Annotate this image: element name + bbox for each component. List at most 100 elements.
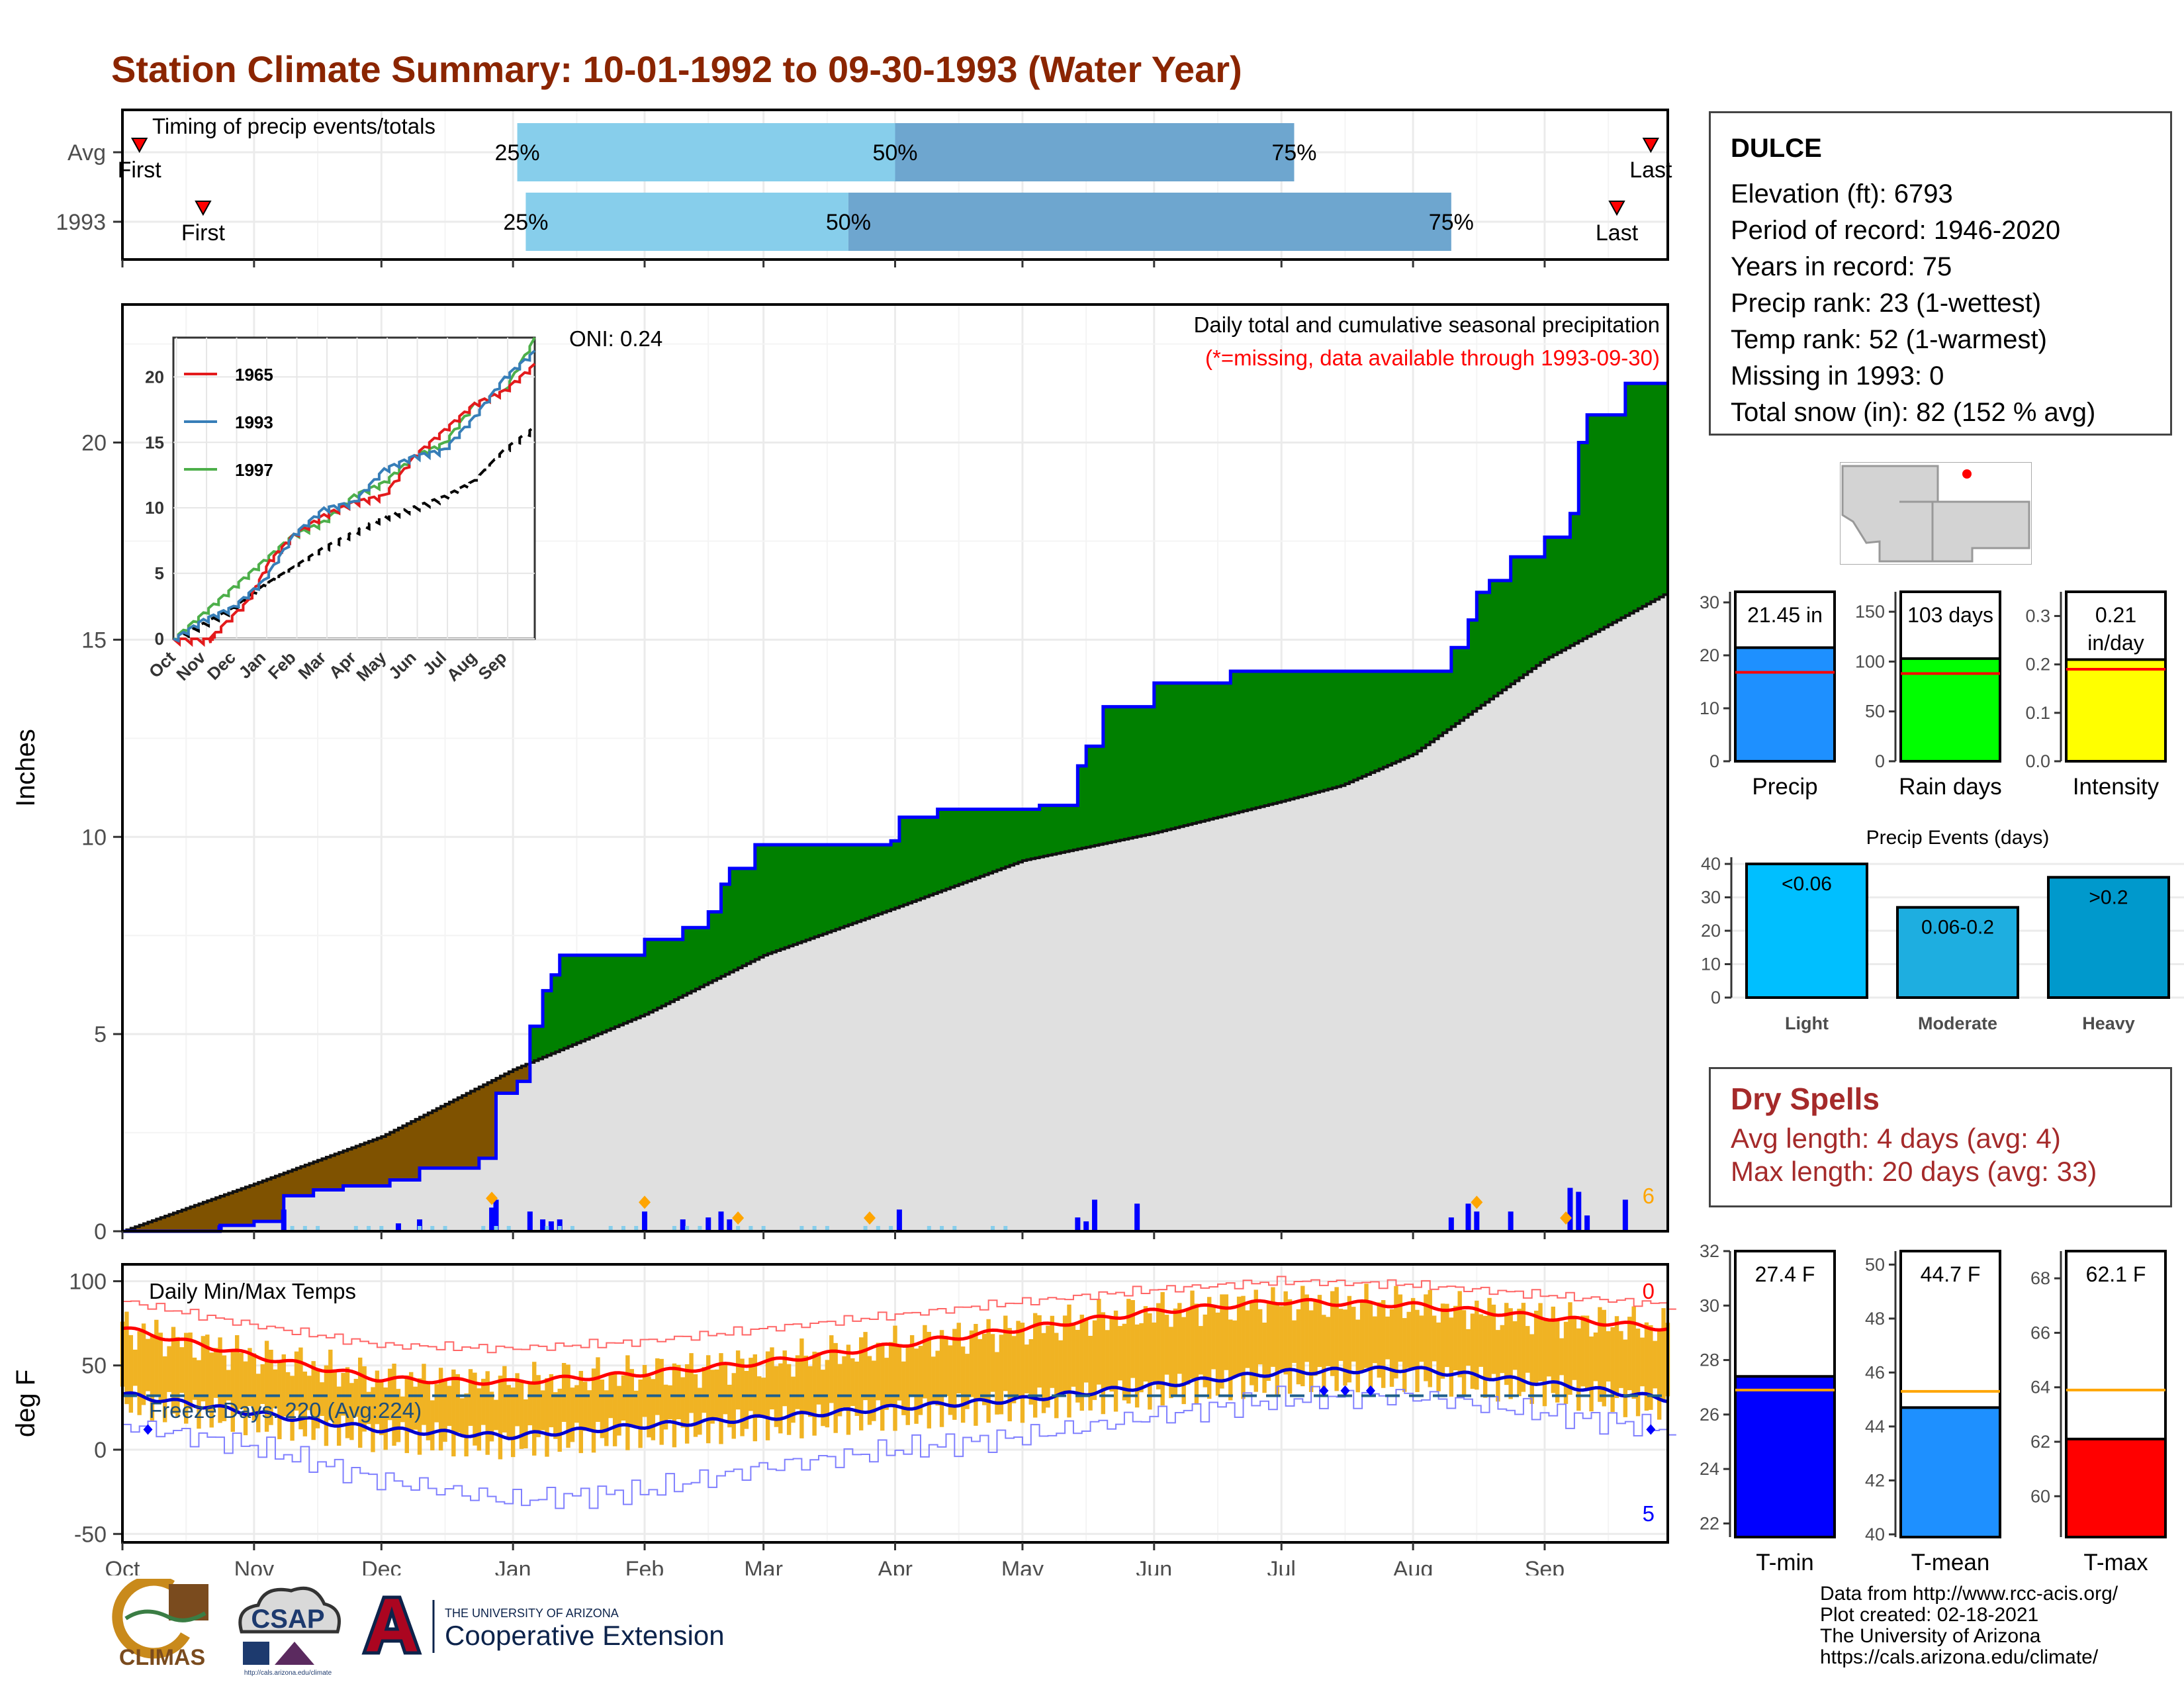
daily-snow-bar xyxy=(825,1226,829,1231)
cum-chart-title: Daily total and cumulative seasonal prec… xyxy=(1194,312,1660,337)
daily-snow-bar xyxy=(927,1226,931,1231)
y-tick-label: 20 xyxy=(1701,921,1721,941)
daily-precip-bar xyxy=(1622,1199,1628,1231)
daily-snow-bar xyxy=(812,1226,817,1231)
daily-snow-bar xyxy=(557,1226,562,1231)
inset-y-tick-label: 5 xyxy=(155,563,164,583)
dry-spells-box: Dry Spells Avg length: 4 days (avg: 4) M… xyxy=(1709,1067,2172,1207)
csap-url-text: http://cals.arizona.edu/climate xyxy=(244,1669,332,1677)
daily-precip-bar xyxy=(217,1225,223,1231)
precip-event-bar-label: <0.06 xyxy=(1782,873,1832,895)
x-tick-label: Sep xyxy=(1525,1557,1565,1575)
summary-value-label: 44.7 F xyxy=(1921,1262,1981,1286)
x-tick-label: Aug xyxy=(1393,1557,1433,1575)
daily-snow-bar xyxy=(736,1226,741,1231)
y-axis-label: Inches xyxy=(11,729,40,807)
y-tick-label: 42 xyxy=(1865,1470,1885,1490)
record-low-marker xyxy=(1340,1385,1350,1396)
inset-y-tick-label: 15 xyxy=(145,432,164,452)
daily-snow-bar xyxy=(418,1226,422,1231)
climas-swirl-shape xyxy=(112,1579,190,1659)
ua-big-text: Cooperative Extension xyxy=(445,1620,725,1651)
daily-snow-bar xyxy=(889,1226,893,1231)
y-tick-label: -50 xyxy=(74,1522,107,1547)
map-border xyxy=(1899,466,1939,561)
oni-label: ONI: 0.24 xyxy=(569,326,662,351)
y-tick-label: 22 xyxy=(1700,1513,1719,1533)
timing-first-marker xyxy=(130,138,148,154)
y-tick-label: 40 xyxy=(1701,854,1721,874)
precip-event-bar xyxy=(1896,906,2019,999)
timing-first-marker xyxy=(195,201,212,216)
y-tick-label: 50 xyxy=(1865,702,1885,722)
daily-snow-bar xyxy=(494,1226,498,1231)
y-tick-label: 100 xyxy=(69,1269,107,1294)
y-tick-label: 0 xyxy=(1709,751,1719,771)
daily-precip-bar xyxy=(680,1219,686,1231)
precip-event-category: Heavy xyxy=(2082,1013,2135,1033)
avg-max-temp-line xyxy=(122,1297,1668,1386)
record-low-marker xyxy=(1319,1385,1329,1396)
daily-precip-bar xyxy=(1567,1188,1573,1231)
precip-event-category: Moderate xyxy=(1918,1013,1997,1033)
record-min-line xyxy=(122,1385,1676,1509)
station-line: Total snow (in): 82 (152 % avg) xyxy=(1731,398,2096,427)
record-max-line xyxy=(122,1276,1676,1354)
timing-p25-label: 25% xyxy=(503,210,548,235)
timing-bar-early xyxy=(525,193,848,251)
daily-temp-range-bars xyxy=(120,1284,1670,1460)
temp-chart-title: Daily Min/Max Temps xyxy=(149,1279,356,1303)
summary-value-unit: in/day xyxy=(2087,631,2144,655)
daily-precip-bar xyxy=(705,1217,711,1231)
y-tick-label: 48 xyxy=(1865,1309,1885,1329)
x-tick-label: Jun xyxy=(1136,1557,1172,1575)
x-tick-label: Jul xyxy=(1267,1557,1296,1575)
summary-value-bar xyxy=(2065,1437,2167,1538)
daily-precip-bar xyxy=(642,1211,648,1231)
credit-line: The University of Arizona xyxy=(1820,1625,2041,1647)
timing-last-marker xyxy=(1642,138,1660,154)
y-tick-label: 50 xyxy=(81,1354,107,1379)
daily-snow-bar xyxy=(290,1226,295,1231)
inset-legend-label: 1997 xyxy=(235,460,273,480)
y-tick-label: 0.0 xyxy=(2025,751,2050,771)
daily-precip-bar xyxy=(281,1209,287,1231)
cumulative-1993-line xyxy=(122,381,1668,1233)
record-low-marker xyxy=(1365,1385,1375,1396)
y-tick-label: 0.1 xyxy=(2025,703,2050,723)
daily-snow-bar xyxy=(952,1226,957,1231)
daily-precip-bar xyxy=(489,1207,495,1231)
daily-precip-bar xyxy=(1075,1217,1081,1231)
timing-row-label: Avg xyxy=(68,140,106,165)
timing-p50-label: 50% xyxy=(826,210,871,235)
y-tick-label: 66 xyxy=(2030,1323,2050,1342)
cumulative-precip-chart: 0 5 10 15 20 Inches Daily total and cumulative… xyxy=(11,303,1669,1244)
inset-legend-label: 1965 xyxy=(235,365,273,385)
summary-category-label: Intensity xyxy=(2073,774,2160,800)
y-tick-label: 10 xyxy=(1701,955,1721,974)
summary-value-bar xyxy=(1734,646,1836,763)
x-tick-label: Apr xyxy=(878,1557,913,1575)
daily-snow-bar xyxy=(481,1226,486,1231)
summary-value-label: 27.4 F xyxy=(1755,1262,1815,1286)
avg-min-temp-line xyxy=(122,1365,1668,1440)
precip-event-bar-label: 0.06-0.2 xyxy=(1921,917,1994,939)
timing-bar-late xyxy=(895,123,1295,181)
daily-snow-bar xyxy=(379,1226,384,1231)
record-low-marker xyxy=(143,1424,153,1435)
csap-cloud-shape xyxy=(238,1586,341,1634)
y-tick-label: 30 xyxy=(1701,888,1721,908)
station-line: Elevation (ft): 6793 xyxy=(1731,179,1953,209)
csap-logo: CSAP http://cals.arizona.edu/climate xyxy=(238,1586,341,1677)
record-high-count: 0 xyxy=(1643,1279,1655,1303)
y-tick-label: 0.2 xyxy=(2025,655,2050,675)
daily-snow-bar xyxy=(302,1226,307,1231)
station-line: Temp rank: 52 (1-warmest) xyxy=(1731,325,2047,354)
y-tick-label: 0.3 xyxy=(2025,606,2050,626)
daily-snow-bar xyxy=(761,1226,766,1231)
climas-wave-shape xyxy=(124,1609,206,1622)
daily-snow-bar xyxy=(1003,1226,1008,1231)
y-tick-label: 30 xyxy=(1700,1295,1719,1315)
y-tick-label: 62 xyxy=(2030,1432,2050,1452)
precip-events-chart: Precip Events (days) 0 10 20 30 40 <0.06 Light 0… xyxy=(1701,827,2184,1033)
